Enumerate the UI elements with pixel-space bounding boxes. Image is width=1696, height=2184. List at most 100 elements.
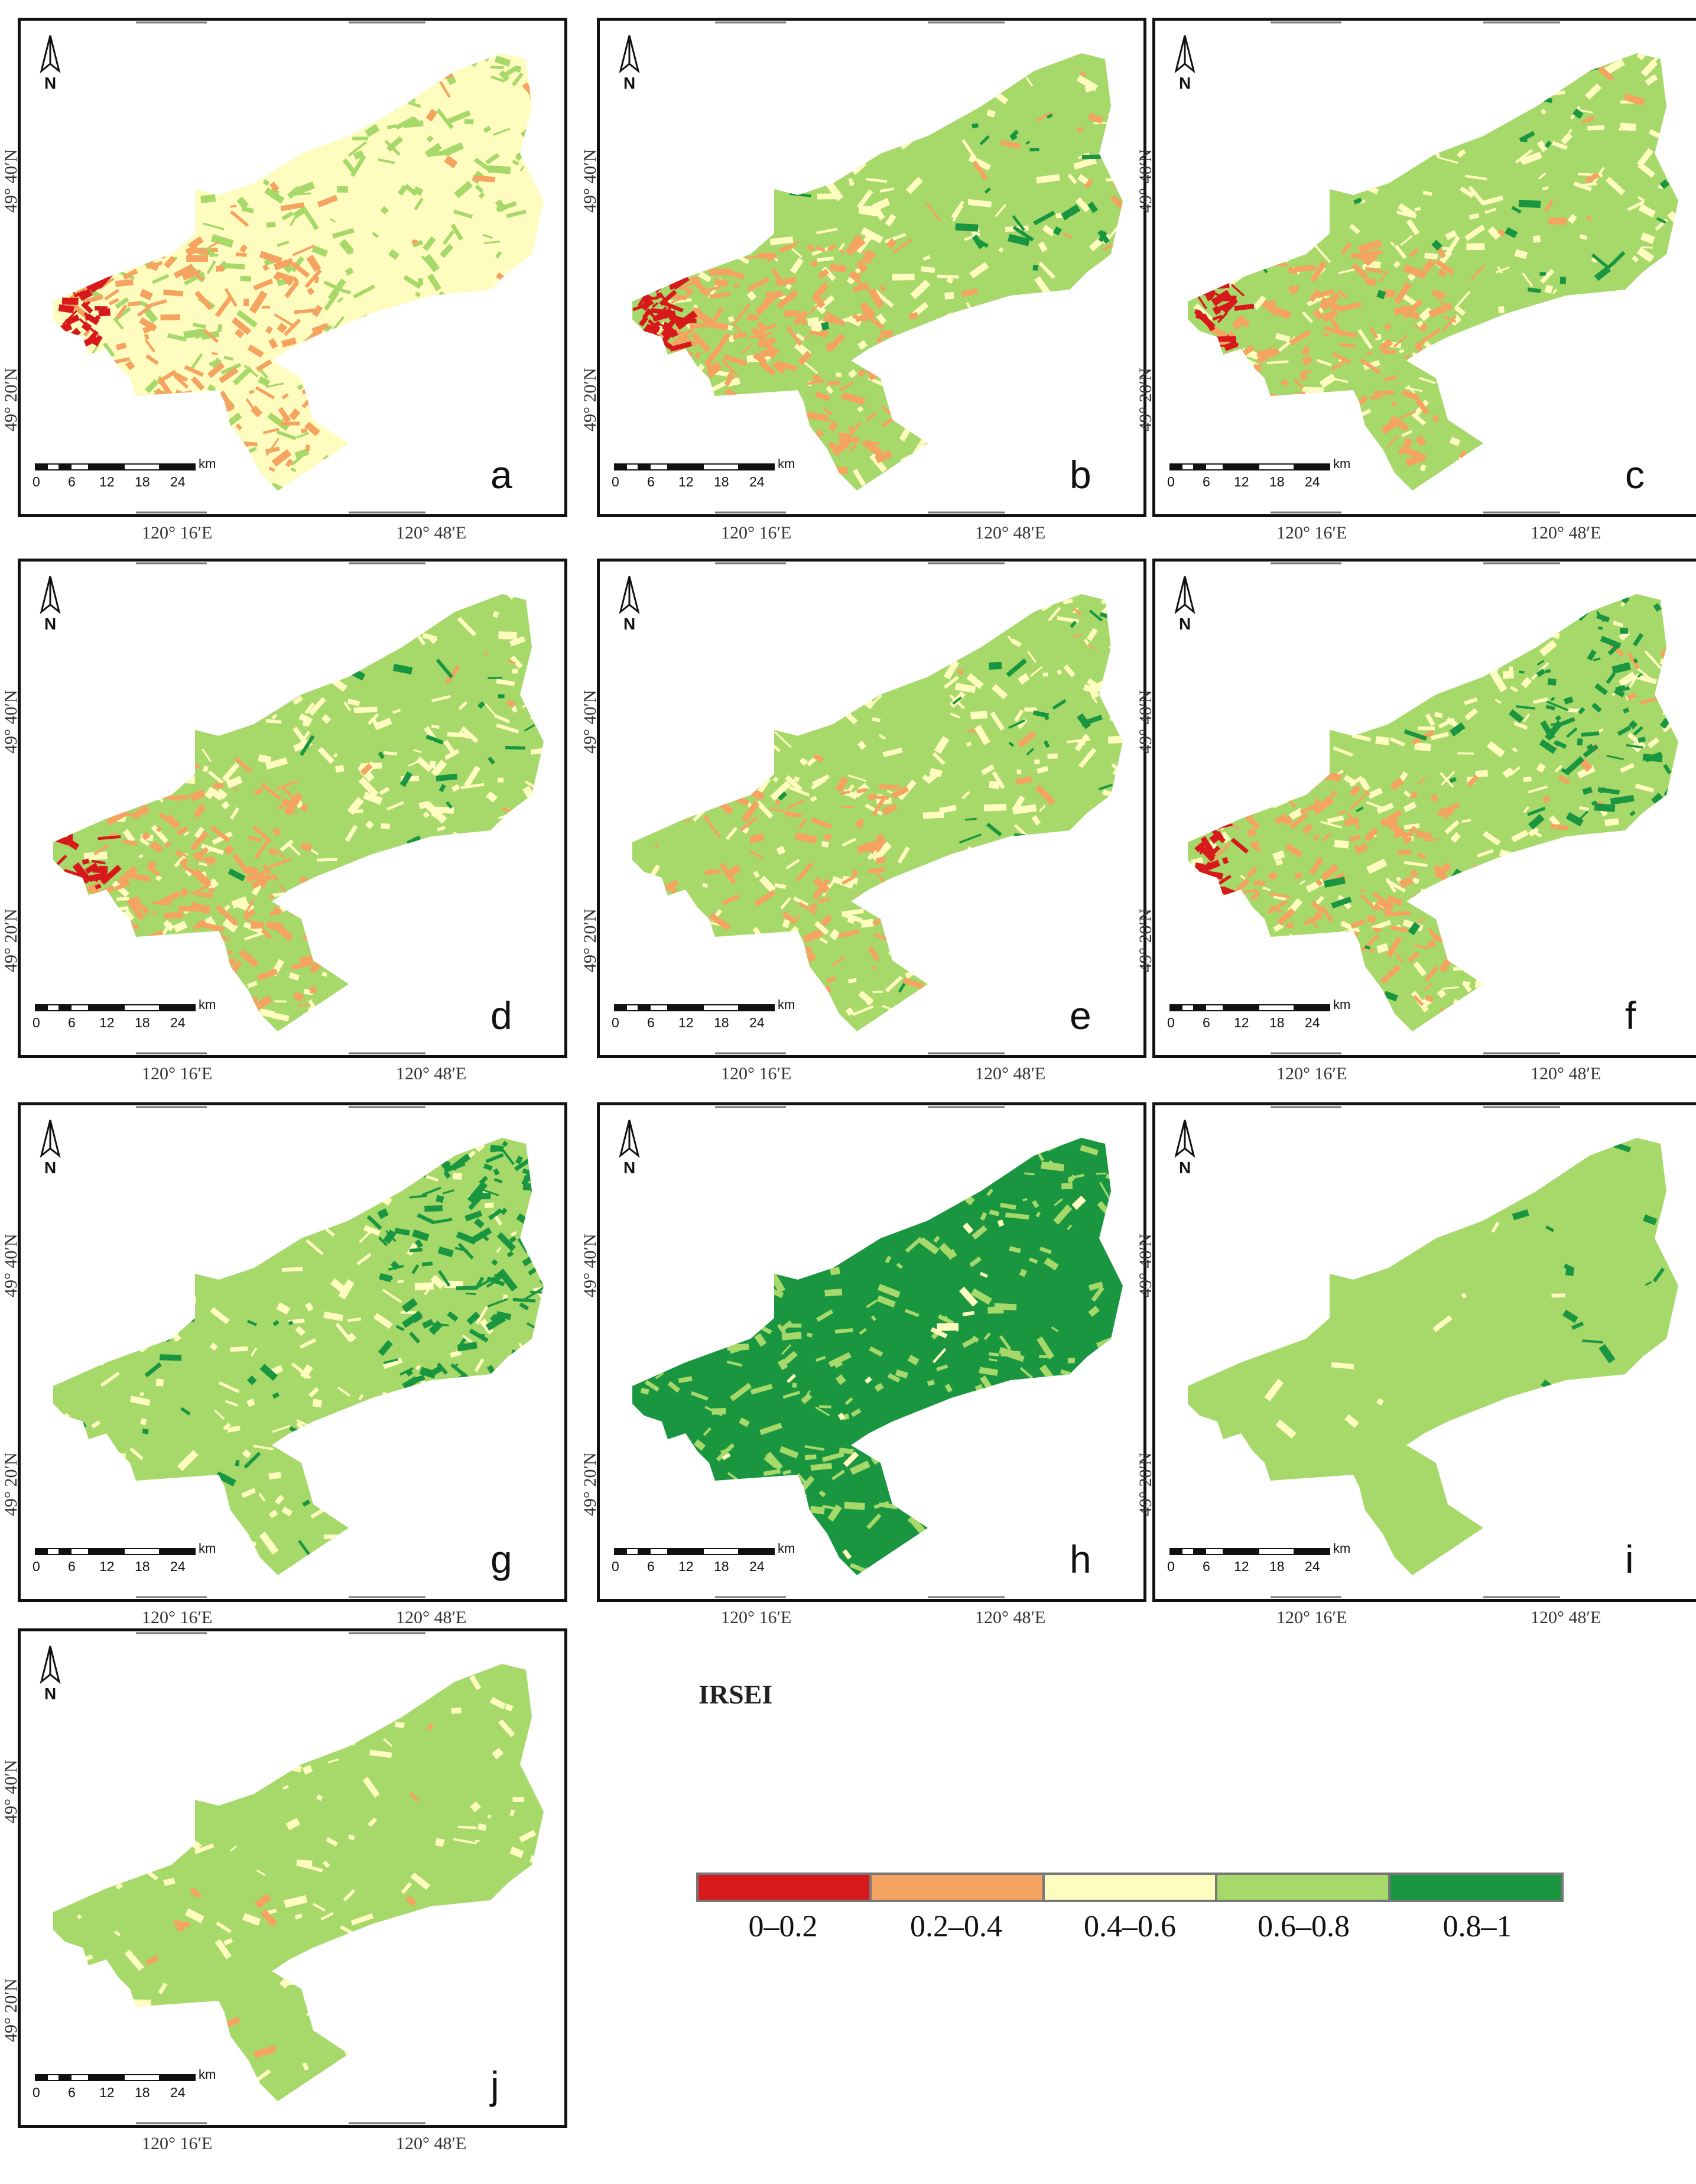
scale-unit: km (199, 997, 216, 1012)
scale-tick-label: 12 (678, 1559, 694, 1574)
north-arrow-icon (40, 1646, 61, 1684)
scale-bar (35, 463, 196, 470)
scale-bar (35, 1004, 196, 1011)
scale-tick-label: 12 (99, 1015, 115, 1030)
panel-letter: j (490, 2063, 499, 2107)
district-map (614, 1106, 1123, 1598)
scale-tick-label: 6 (1203, 1559, 1210, 1574)
latitude-label: 49° 40′N (1136, 690, 1155, 754)
frame-ticks (136, 1106, 425, 1598)
scale-tick-label: 24 (1305, 1559, 1320, 1574)
latitude-label: 49° 20′N (1136, 1452, 1155, 1516)
north-arrow-icon (1174, 576, 1195, 614)
scale-tick-label: 18 (135, 2085, 150, 2100)
scale-unit: km (1333, 456, 1351, 471)
legend-label-2: 0.4–0.6 (1084, 1910, 1176, 1943)
scale-tick-label: 0 (1167, 1559, 1175, 1574)
latitude-label: 49° 40′N (1, 1760, 21, 1823)
map-panel-j: N 0 6 12 18 24 km j 49° 40′N 49° 20′N 120° 16′E 120… (1, 1628, 567, 2163)
district-map (35, 1106, 544, 1598)
scale-bar (614, 463, 775, 470)
district-area (1188, 53, 1678, 491)
north-arrow-icon (1174, 1119, 1195, 1158)
north-label: N (623, 615, 636, 633)
scale-tick-label: 18 (1269, 1015, 1285, 1030)
latitude-label: 49° 40′N (1, 1234, 21, 1297)
district-map (1169, 21, 1678, 514)
north-arrow-icon (619, 576, 640, 614)
latitude-label: 49° 20′N (580, 368, 600, 431)
district-map (614, 562, 1123, 1054)
scale-unit: km (199, 1541, 216, 1556)
district-map (614, 21, 1123, 514)
panel-letter: h (1070, 1537, 1091, 1581)
latitude-label: 49° 40′N (1, 149, 21, 213)
latitude-label: 49° 20′N (1, 1978, 21, 2042)
longitude-label: 120° 48′E (975, 1064, 1046, 1083)
scale-tick-label: 0 (33, 2085, 40, 2100)
scale-tick-label: 6 (68, 474, 76, 489)
latitude-label: 49° 20′N (1, 908, 21, 972)
latitude-label: 49° 20′N (1136, 908, 1155, 972)
scale-tick-label: 18 (1269, 474, 1285, 489)
frame-ticks (136, 21, 425, 514)
scale-tick-label: 18 (714, 474, 729, 489)
district-area (53, 1664, 544, 2101)
district-area (632, 53, 1123, 491)
scale-tick-label: 12 (1234, 1015, 1249, 1030)
latitude-label: 49° 20′N (1, 1452, 21, 1516)
panel-letter: b (1070, 453, 1091, 496)
scale-tick-label: 6 (647, 474, 655, 489)
latitude-label: 49° 40′N (580, 1234, 600, 1297)
panel-letter: g (490, 1537, 512, 1581)
map-panel-b: N 0 6 12 18 24 km b 49° 40′N 49° 20′N 120° 16′E 120… (580, 18, 1146, 553)
longitude-label: 120° 48′E (396, 1064, 467, 1083)
latitude-label: 49° 40′N (1, 690, 21, 754)
panel-letter: e (1070, 994, 1091, 1037)
scale-tick-label: 24 (170, 474, 186, 489)
frame-ticks (1271, 21, 1560, 514)
district-area (53, 1138, 544, 1575)
district-map (1169, 1106, 1678, 1598)
legend-label-4: 0.8–1 (1442, 1910, 1512, 1943)
north-label: N (44, 1158, 57, 1177)
scale-tick-label: 0 (33, 1015, 40, 1030)
district-map (35, 21, 544, 514)
longitude-label: 120° 16′E (142, 1608, 213, 1627)
scale-tick-label: 18 (714, 1559, 729, 1574)
scale-tick-label: 0 (1167, 474, 1175, 489)
frame-ticks (136, 1632, 425, 2124)
legend-swatch-1 (871, 1875, 1045, 1900)
scale-tick-label: 24 (170, 2085, 186, 2100)
scale-tick-label: 18 (135, 1015, 150, 1030)
frame-ticks (136, 562, 425, 1054)
scale-bar (35, 1548, 196, 1555)
frame-ticks (1271, 1106, 1560, 1598)
scale-tick-label: 0 (612, 474, 619, 489)
longitude-label: 120° 16′E (142, 1064, 213, 1083)
scale-tick-label: 0 (612, 1559, 619, 1574)
scale-unit: km (1333, 997, 1351, 1012)
scale-bar (1169, 1548, 1330, 1555)
scale-unit: km (778, 1541, 795, 1556)
scale-bar (1169, 463, 1330, 470)
latitude-label: 49° 40′N (580, 149, 600, 213)
panel-letter: d (490, 994, 512, 1037)
north-arrow-icon (40, 1119, 61, 1158)
longitude-label: 120° 48′E (1531, 523, 1601, 543)
legend-swatch-4 (1390, 1875, 1561, 1900)
scale-tick-label: 18 (135, 1559, 150, 1574)
longitude-label: 120° 16′E (1276, 523, 1347, 543)
latitude-label: 49° 20′N (1136, 368, 1155, 431)
frame-ticks (715, 1106, 1005, 1598)
north-label: N (44, 74, 57, 92)
north-label: N (1179, 74, 1191, 92)
longitude-label: 120° 48′E (975, 1608, 1046, 1627)
legend-color-bar (696, 1873, 1564, 1902)
scale-unit: km (199, 2067, 216, 2082)
panel-letter: i (1625, 1537, 1634, 1581)
scale-tick-label: 12 (678, 1015, 694, 1030)
longitude-label: 120° 16′E (721, 1608, 792, 1627)
legend-swatch-2 (1044, 1875, 1218, 1900)
north-label: N (623, 1158, 636, 1177)
